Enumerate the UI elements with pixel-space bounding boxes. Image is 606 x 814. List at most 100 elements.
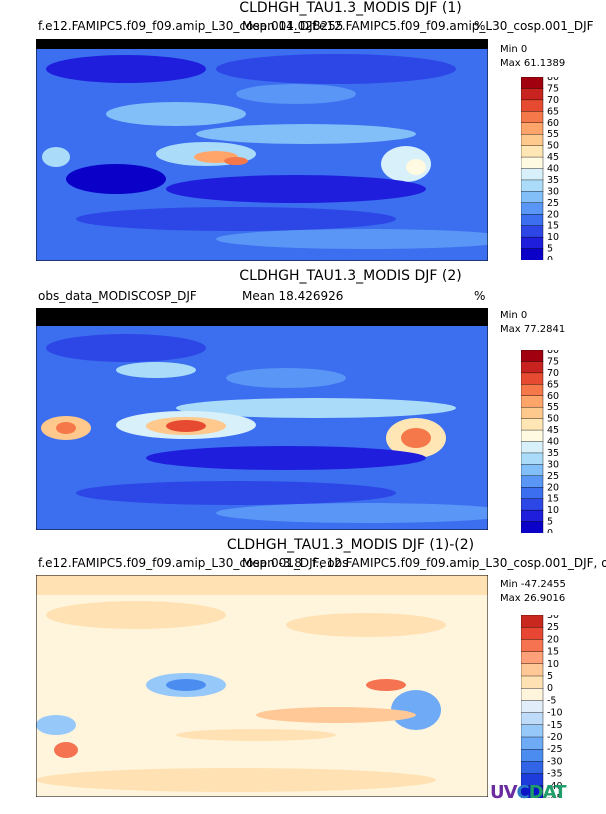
colorbar-tick-label: 30 xyxy=(547,615,559,621)
colorbar-segment xyxy=(521,406,544,420)
case-label: f.e12.FAMIPC5.f09_f09.amip_L30_cosp.001_… xyxy=(38,19,320,33)
colorbar-tick-label: 60 xyxy=(547,391,559,402)
colorbar-tick-label: 5 xyxy=(547,517,553,528)
colorbar-segment xyxy=(521,626,544,641)
units-label: % xyxy=(474,289,486,303)
diff-map xyxy=(36,575,488,797)
min-label: Min -47.2455 xyxy=(500,579,566,590)
colorbar-segment xyxy=(521,615,544,628)
mean-label: Mean -3.8 xyxy=(242,556,302,570)
mean-label: Mean 14.028255 xyxy=(242,19,344,33)
colorbar-segment xyxy=(521,639,544,653)
colorbar-tick-label: 30 xyxy=(547,186,559,197)
colorbar-segment xyxy=(521,663,544,677)
colorbar-segment xyxy=(521,236,544,250)
colorbar-segment xyxy=(521,712,544,726)
colorbar-segment xyxy=(521,761,544,775)
colorbar-segment xyxy=(521,156,544,170)
colorbar-segment xyxy=(521,168,544,181)
colorbar-tick-label: 40 xyxy=(547,164,559,175)
min-max: Min 0 Max 61.1389 xyxy=(500,43,565,71)
colorbar-tick-label: 10 xyxy=(547,505,559,516)
colorbar-segment xyxy=(521,464,544,477)
colorbar-tick-label: 40 xyxy=(547,437,559,448)
colorbar-tick-label: -20 xyxy=(547,732,563,743)
colorbar-segment xyxy=(521,350,544,363)
colorbar-tick-label: 0 xyxy=(547,528,553,533)
colorbar-tick-label: 10 xyxy=(547,232,559,243)
colorbar-tick-label: 75 xyxy=(547,83,559,94)
colorbar-segment xyxy=(521,361,544,374)
colorbar-segment xyxy=(521,248,544,260)
colorbar-tick-label: 55 xyxy=(547,402,559,413)
max-label: Max 26.9016 xyxy=(500,593,566,604)
colorbar-tick-label: 20 xyxy=(547,634,559,645)
colorbar-segment xyxy=(521,384,544,397)
colorbar-segment xyxy=(521,77,544,90)
colorbar-tick-label: -35 xyxy=(547,769,563,780)
colorbar-tick-label: 10 xyxy=(547,659,559,670)
colorbar-tick-label: 15 xyxy=(547,647,559,658)
colorbar-segment xyxy=(521,687,544,702)
panel-title: CLDHGH_TAU1.3_MODIS DJF (2) xyxy=(239,268,462,284)
case-label: obs_data_MODISCOSP_DJF xyxy=(38,289,197,303)
cloud-map-2 xyxy=(36,308,488,530)
colorbar-tick-label: 5 xyxy=(547,244,553,255)
case-label: f.e12.FAMIPC5.f09_f09.amip_L30_cosp.001_… xyxy=(38,556,349,570)
colorbar-tick-label: 55 xyxy=(547,129,559,140)
colorbar-segment xyxy=(521,179,544,193)
mean-label: Mean 18.426926 xyxy=(242,289,344,303)
panel-3: CLDHGH_TAU1.3_MODIS DJF (1)-(2) f.e12.FA… xyxy=(0,537,606,807)
colorbar-tick-label: 45 xyxy=(547,152,559,163)
case-label-overlap: f.e12.FAMIPC5.f09_f09.amip_L30_cosp.001_… xyxy=(312,556,606,570)
colorbar-2: 80757065605550454035302520151050 xyxy=(521,350,559,533)
colorbar-tick-label: 0 xyxy=(547,683,553,694)
cloud-map-1 xyxy=(36,39,488,261)
colorbar-tick-label: 0 xyxy=(547,255,553,260)
colorbar-segment xyxy=(521,88,544,101)
colorbar-tick-label: -15 xyxy=(547,720,563,731)
colorbar-1: 80757065605550454035302520151050 xyxy=(521,77,559,260)
min-max: Min -47.2455 Max 26.9016 xyxy=(500,578,566,606)
colorbar-tick-label: -10 xyxy=(547,708,563,719)
colorbar-segment xyxy=(521,675,544,689)
colorbar-segment xyxy=(521,99,544,113)
colorbar-tick-label: 65 xyxy=(547,379,559,390)
colorbar-tick-label: 60 xyxy=(547,118,559,129)
colorbar-tick-label: 35 xyxy=(547,175,559,186)
colorbar-segment xyxy=(521,133,544,147)
colorbar-segment xyxy=(521,429,544,443)
colorbar-tick-label: -30 xyxy=(547,756,563,767)
colorbar-segment xyxy=(521,651,544,665)
colorbar-segment xyxy=(521,202,544,215)
panel-title: CLDHGH_TAU1.3_MODIS DJF (1)-(2) xyxy=(226,537,475,553)
panel-2: CLDHGH_TAU1.3_MODIS DJF (2) obs_data_MOD… xyxy=(0,268,606,538)
max-label: Max 61.1389 xyxy=(500,58,566,69)
colorbar-tick-label: -40 xyxy=(547,781,563,792)
colorbar-tick-label: 25 xyxy=(547,198,559,209)
panel-1: CLDHGH_TAU1.3_MODIS DJF (1) f.e12.FAMIPC… xyxy=(0,0,606,270)
colorbar-segment xyxy=(521,452,544,466)
colorbar-tick-label: 20 xyxy=(547,482,559,493)
colorbar-tick-label: 70 xyxy=(547,95,559,106)
min-max: Min 0 Max 77.2841 xyxy=(500,309,565,337)
max-label: Max 77.2841 xyxy=(500,324,566,335)
colorbar-segment xyxy=(521,498,544,511)
colorbar-segment xyxy=(521,724,544,738)
colorbar-segment xyxy=(521,700,544,714)
colorbar-segment xyxy=(521,225,544,238)
uvcdat-logo: UVCDAT xyxy=(490,782,567,803)
units-label: % xyxy=(474,19,486,33)
colorbar-segment xyxy=(521,111,544,124)
colorbar-tick-label: 80 xyxy=(547,77,559,83)
colorbar-segment xyxy=(521,395,544,408)
colorbar-tick-label: 75 xyxy=(547,356,559,367)
colorbar-tick-label: -5 xyxy=(547,695,556,706)
colorbar-segment xyxy=(521,487,544,500)
min-label: Min 0 xyxy=(500,310,528,321)
colorbar-segment xyxy=(521,785,544,798)
colorbar-tick-label: 65 xyxy=(547,106,559,117)
colorbar-tick-label: 45 xyxy=(547,425,559,436)
colorbar-segment xyxy=(521,372,544,386)
